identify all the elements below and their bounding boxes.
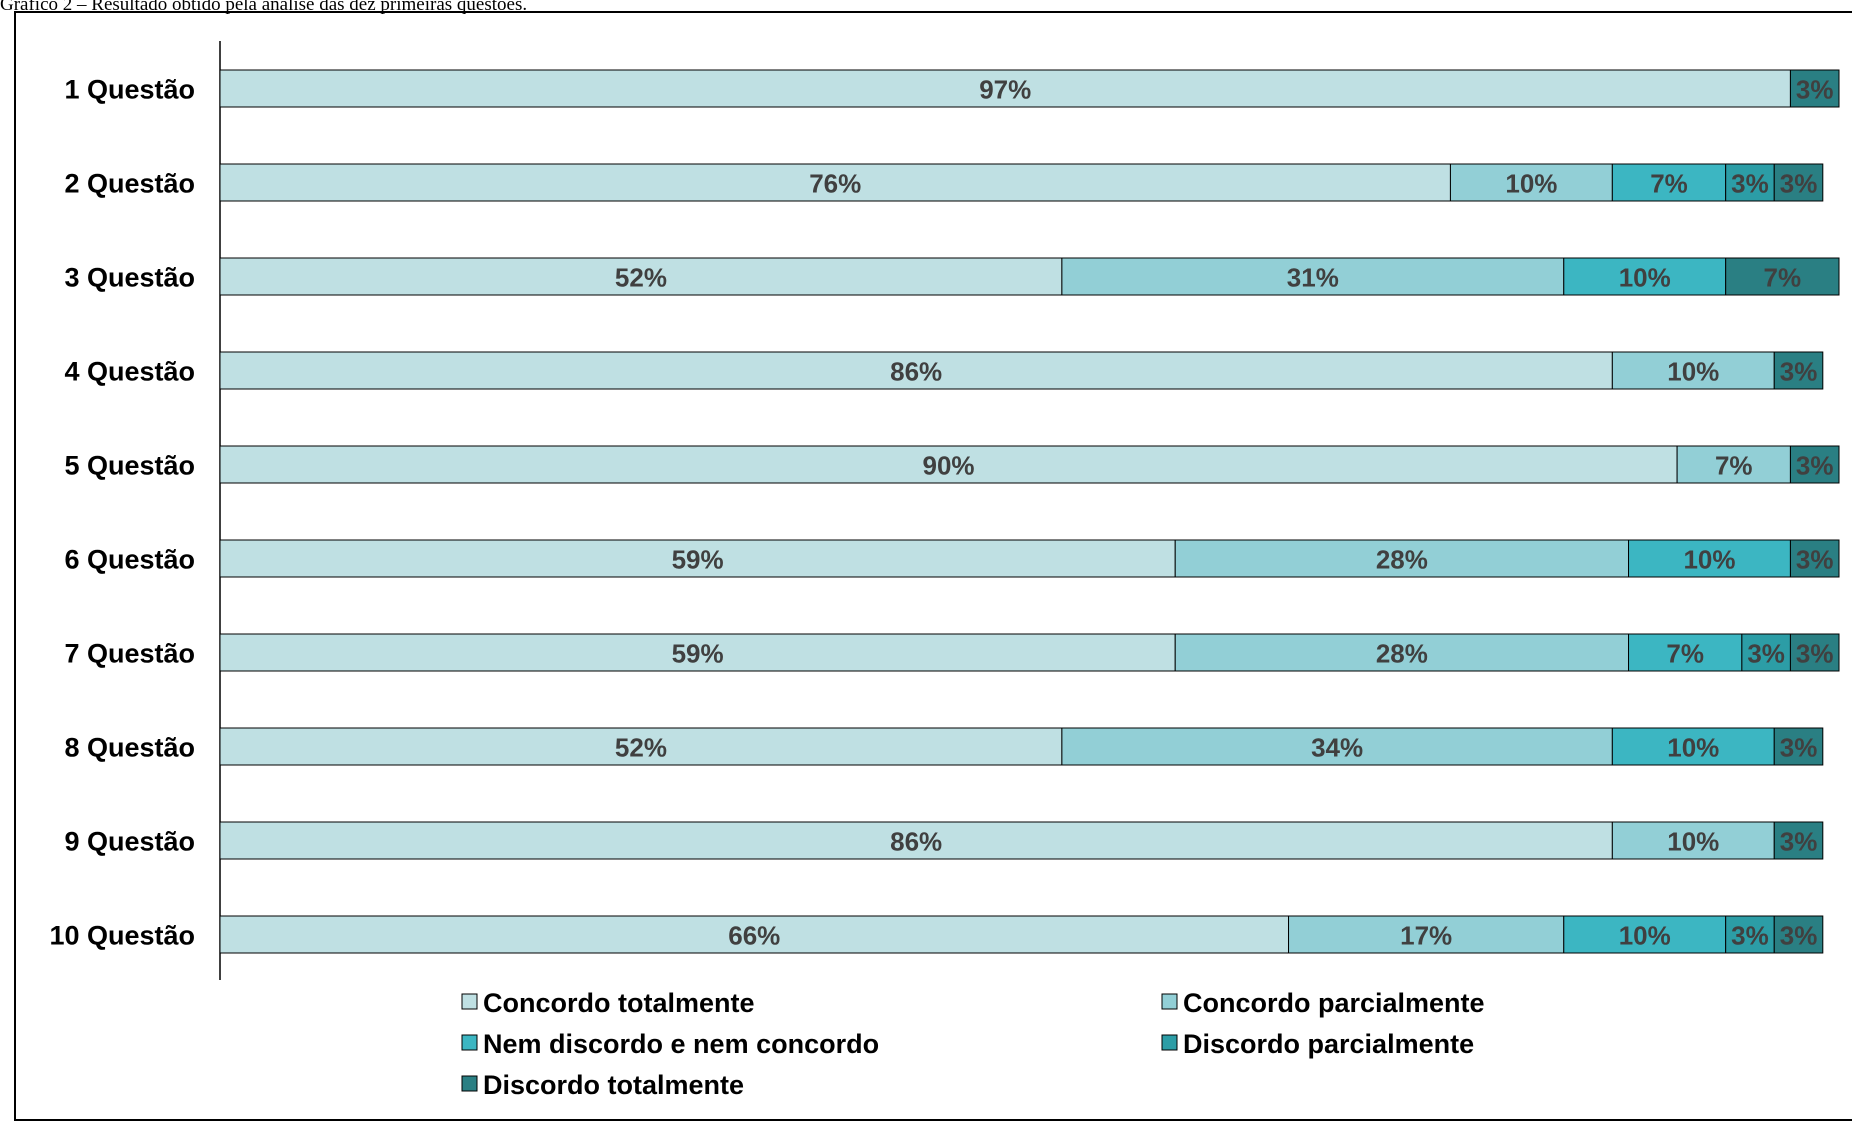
data-label: 28% <box>1376 639 1428 669</box>
bar-segment <box>219 351 1613 390</box>
bar-segment <box>219 163 1451 202</box>
data-label: 3% <box>1796 75 1834 105</box>
data-label: 17% <box>1400 921 1452 951</box>
legend-swatch <box>461 1034 478 1051</box>
data-label: 3% <box>1780 169 1818 199</box>
data-label: 34% <box>1311 733 1363 763</box>
legend: Concordo totalmente Concordo parcialmente… <box>461 988 1485 1100</box>
data-label: 10% <box>1667 827 1719 857</box>
bar-segment <box>1061 727 1613 766</box>
bar-segment <box>1773 915 1824 954</box>
data-label: 28% <box>1376 545 1428 575</box>
data-label: 86% <box>890 827 942 857</box>
category-label: 8 Questão <box>64 733 195 763</box>
bar-segment <box>1628 539 1791 578</box>
bar-segment <box>1611 821 1775 860</box>
data-label: 3% <box>1796 451 1834 481</box>
bar-segment <box>1789 539 1840 578</box>
bar-segment <box>219 445 1678 484</box>
bar-segment <box>1174 633 1630 672</box>
category-label: 3 Questão <box>64 263 195 293</box>
data-label: 90% <box>923 451 975 481</box>
legend-swatch <box>461 993 478 1010</box>
bar-segment <box>1563 915 1727 954</box>
category-label: 6 Questão <box>64 545 195 575</box>
category-label: 4 Questão <box>64 357 195 387</box>
legend-label: Discordo totalmente <box>483 1070 744 1100</box>
data-label: 7% <box>1650 169 1688 199</box>
bar-segment <box>219 821 1613 860</box>
category-label: 10 Questão <box>49 921 195 951</box>
bar-segment <box>219 69 1791 108</box>
data-label: 7% <box>1715 451 1753 481</box>
data-label: 52% <box>615 733 667 763</box>
data-label: 10% <box>1505 169 1557 199</box>
bar-segment <box>219 539 1176 578</box>
bar-segment <box>219 257 1063 296</box>
bar-segment <box>1288 915 1565 954</box>
data-label: 10% <box>1619 921 1671 951</box>
legend-swatch <box>461 1075 478 1092</box>
bar-segment <box>219 915 1290 954</box>
legend-label: Nem discordo e nem concordo <box>483 1029 879 1059</box>
data-label: 3% <box>1747 639 1785 669</box>
data-label: 10% <box>1619 263 1671 293</box>
data-label: 7% <box>1764 263 1802 293</box>
data-label: 3% <box>1780 357 1818 387</box>
legend-label: Concordo parcialmente <box>1183 988 1485 1018</box>
data-label: 3% <box>1731 921 1769 951</box>
bar-segment <box>1563 257 1727 296</box>
bar-segment <box>1789 633 1840 672</box>
category-label: 1 Questão <box>64 75 195 105</box>
data-label: 86% <box>890 357 942 387</box>
data-label: 10% <box>1683 545 1735 575</box>
data-label: 66% <box>728 921 780 951</box>
bar-segment <box>1061 257 1565 296</box>
data-label: 59% <box>672 639 724 669</box>
bar-segment <box>1611 727 1775 766</box>
legend-label: Concordo totalmente <box>483 988 755 1018</box>
bar-segment <box>1773 163 1824 202</box>
data-label: 3% <box>1780 921 1818 951</box>
legend-label: Discordo parcialmente <box>1183 1029 1474 1059</box>
data-label: 52% <box>615 263 667 293</box>
bar-segment <box>1773 351 1824 390</box>
bar-segment <box>1725 257 1840 296</box>
bar-segment <box>1789 69 1840 108</box>
data-label: 3% <box>1780 827 1818 857</box>
data-label: 10% <box>1667 733 1719 763</box>
bars-group: 1 Questão 97% 3% 2 Questão 76% 10% 7% 3% 3% 3 Que… <box>49 69 1840 954</box>
bar-segment <box>1741 633 1791 672</box>
data-label: 3% <box>1731 169 1769 199</box>
data-label: 3% <box>1796 639 1834 669</box>
bar-segment <box>1174 539 1630 578</box>
bar-segment <box>1676 445 1791 484</box>
bar-segment <box>1773 821 1824 860</box>
data-label: 31% <box>1287 263 1339 293</box>
category-label: 2 Questão <box>64 169 195 199</box>
category-label: 9 Questão <box>64 827 195 857</box>
category-label: 7 Questão <box>64 639 195 669</box>
bar-segment <box>1773 727 1824 766</box>
bar-segment <box>1789 445 1840 484</box>
data-label: 3% <box>1780 733 1818 763</box>
legend-swatch <box>1161 993 1178 1010</box>
bar-segment <box>1611 351 1775 390</box>
legend-swatch <box>1161 1034 1178 1051</box>
bar-segment <box>219 727 1063 766</box>
data-label: 7% <box>1666 639 1704 669</box>
bar-segment <box>219 633 1176 672</box>
category-label: 5 Questão <box>64 451 195 481</box>
bar-segment <box>1628 633 1743 672</box>
data-label: 59% <box>672 545 724 575</box>
data-label: 10% <box>1667 357 1719 387</box>
data-label: 97% <box>979 75 1031 105</box>
data-label: 76% <box>809 169 861 199</box>
data-label: 3% <box>1796 545 1834 575</box>
